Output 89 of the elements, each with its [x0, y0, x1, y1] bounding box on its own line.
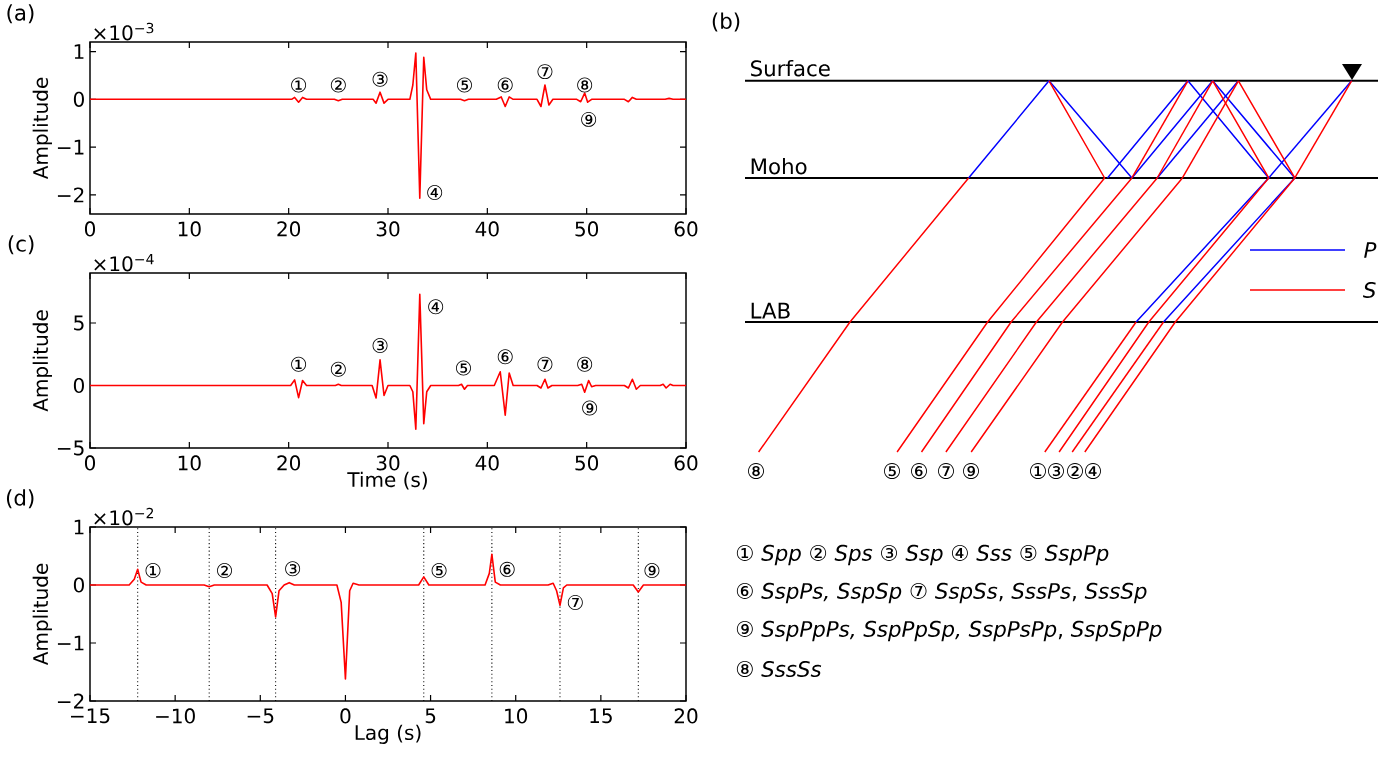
x-tick-label: 50: [575, 455, 599, 471]
x-tick-label: −5: [247, 708, 274, 724]
text: ⑧ SssSs: [736, 660, 822, 678]
annotation: ②: [330, 77, 346, 93]
x-tick-label: 5: [425, 708, 436, 724]
x-tick-label: 10: [178, 221, 201, 237]
annotation: ④: [428, 299, 444, 315]
y-axis-title: Amplitude: [32, 77, 52, 180]
x-tick-label: 60: [674, 221, 698, 237]
annotation: ⑤: [456, 360, 471, 376]
annotation: ③: [285, 561, 301, 577]
y-tick-label: 0: [73, 377, 84, 394]
text: ⑦: [938, 463, 954, 479]
x-tick-label: 20: [674, 708, 698, 724]
y-axis-title: Amplitude: [32, 310, 52, 412]
y-tick-label: 1: [74, 519, 84, 535]
chart-title: (a): [7, 4, 34, 24]
annotation: ①: [291, 356, 307, 372]
x-tick-label: 30: [376, 221, 400, 237]
text: ⑧: [748, 463, 764, 479]
y-tick-label: −1: [57, 139, 84, 155]
annotation: ⑧: [577, 77, 593, 93]
x-tick-label: 15: [590, 708, 612, 724]
line-series: [89, 553, 687, 680]
text: ×10$^{−2}$: [94, 507, 154, 526]
annotation: ⑨: [644, 563, 660, 578]
annotation: ①: [145, 563, 161, 578]
x-tick-label: 0: [84, 221, 96, 237]
annotation: ⑧: [577, 356, 593, 372]
y-tick-label: 1: [74, 44, 84, 59]
text: LAB: [751, 302, 790, 319]
chart-title: (c): [8, 235, 34, 255]
x-tick-label: 10: [505, 708, 528, 724]
y-tick-label: −5: [57, 440, 84, 456]
x-tick-label: 30: [376, 455, 400, 471]
text: (b): [712, 12, 740, 32]
text: Moho: [751, 157, 807, 175]
text: S: [1362, 281, 1376, 299]
annotation: ⑥: [497, 349, 513, 365]
annotation: ⑥: [499, 561, 515, 577]
annotation: ①: [291, 77, 307, 93]
y-tick-label: 5: [74, 315, 84, 331]
y-tick-label: −2: [57, 187, 84, 203]
x-tick-label: 20: [277, 455, 301, 471]
annotation: ②: [217, 563, 232, 578]
chart-title: (d): [6, 489, 34, 509]
x-tick-label: 0: [340, 708, 351, 724]
annotation: ⑤: [431, 563, 447, 578]
text: ③: [1048, 463, 1064, 479]
annotation: ⑤: [457, 77, 472, 93]
text: ⑥: [911, 463, 927, 479]
annotation: ⑥: [497, 77, 513, 93]
y-tick-label: 0: [73, 91, 84, 107]
y-axis-title: Amplitude: [32, 563, 52, 666]
text: P: [1364, 242, 1377, 258]
text: ① Spp ② Sps ③ Ssp ④ Sss ⑤ SspPp: [736, 544, 1109, 566]
text: ×10$^{−3}$: [94, 22, 154, 41]
x-tick-label: 60: [674, 455, 698, 471]
text: ×10$^{−4}$: [94, 253, 154, 272]
y-tick-label: −2: [57, 693, 84, 709]
y-tick-label: −1: [57, 635, 84, 651]
annotation: ⑨: [581, 111, 597, 127]
text: ⑨: [963, 463, 979, 479]
x-tick-label: 20: [277, 221, 301, 237]
annotation: ⑨: [582, 400, 598, 416]
text: ①: [1030, 463, 1046, 479]
text: ⑨ SspPpPs, SspPpSp, SspPsPp, SspSpPp: [736, 620, 1162, 642]
annotation: ②: [330, 361, 346, 377]
x-axis-title: Time (s): [347, 471, 427, 490]
text: Surface: [751, 59, 830, 77]
x-tick-label: 40: [475, 221, 499, 237]
x-tick-label: 40: [475, 455, 499, 471]
annotation: ④: [427, 185, 443, 200]
x-tick-label: 0: [84, 455, 96, 471]
x-tick-label: −15: [71, 708, 110, 724]
x-tick-label: 10: [178, 455, 201, 471]
text: ④: [1085, 463, 1101, 479]
x-tick-label: 50: [575, 221, 599, 237]
text: ②: [1067, 463, 1083, 479]
annotation: ⑦: [567, 594, 583, 610]
x-axis-title: Lag (s): [355, 724, 421, 744]
annotation: ③: [372, 338, 388, 353]
annotation: ⑦: [537, 356, 553, 372]
annotation: ⑦: [537, 64, 553, 80]
y-tick-label: 0: [73, 577, 84, 593]
text: ⑥ SspPs, SspSp ⑦ SspSs, SssPs, SssSp: [736, 582, 1147, 604]
text: ⑤: [884, 463, 900, 479]
x-tick-label: −10: [156, 708, 195, 724]
annotation: ③: [372, 71, 388, 87]
